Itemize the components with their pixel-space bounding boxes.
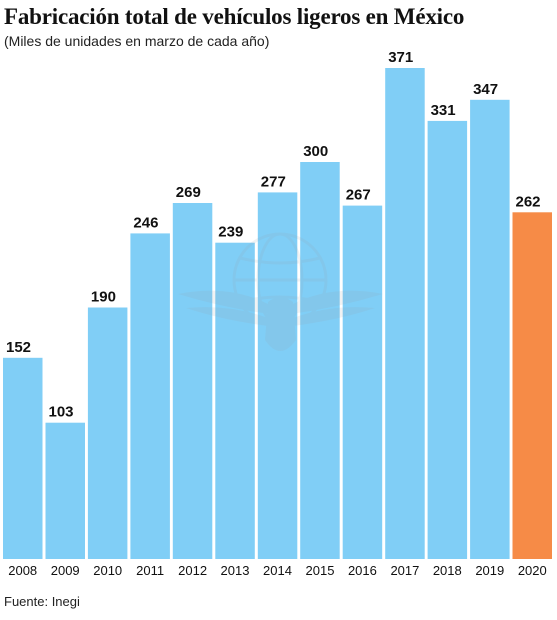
bar-2009 [45,422,85,559]
bar-2012 [172,203,213,559]
bar-2015 [300,162,340,559]
x-tick-label-2016: 2016 [348,563,377,578]
bar-value-label-2015: 300 [303,143,328,160]
bar-value-label-2014: 277 [261,173,286,190]
bar-2017 [385,68,425,559]
bar-value-label-2011: 246 [133,214,158,231]
bar-value-label-2019: 347 [473,81,498,98]
bar-2018 [427,120,468,560]
x-tick-label-2019: 2019 [475,563,504,578]
bar-value-label-2020: 262 [516,193,541,210]
x-tick-label-2012: 2012 [178,563,207,578]
bar-value-label-2018: 331 [431,102,456,119]
bar-value-label-2016: 267 [346,187,371,204]
bar-value-label-2013: 239 [218,224,243,241]
bar-value-label-2009: 103 [49,404,74,421]
x-tick-label-2013: 2013 [221,563,250,578]
bar-2016 [342,205,383,559]
x-tick-label-2011: 2011 [136,563,164,578]
bar-2008 [3,357,43,559]
bar-value-label-2008: 152 [6,339,31,356]
x-tick-label-2017: 2017 [390,563,419,578]
bar-2014 [257,192,298,559]
bar-2020 [512,212,552,560]
bar-value-label-2010: 190 [91,289,116,306]
x-tick-label-2020: 2020 [518,563,547,578]
bar-value-label-2017: 371 [388,49,413,66]
bar-2011 [130,233,170,559]
x-tick-label-2009: 2009 [51,563,80,578]
x-tick-label-2008: 2008 [8,563,37,578]
chart-title: Fabricación total de vehículos ligeros e… [4,4,465,29]
bar-2019 [470,99,510,560]
x-tick-label-2018: 2018 [433,563,462,578]
bar-2010 [87,307,128,559]
bar-2013 [215,242,255,559]
bar-value-label-2012: 269 [176,184,201,201]
source-note: Fuente: Inegi [4,594,80,609]
chart-subtitle: (Miles de unidades en marzo de cada año) [4,33,270,49]
x-tick-label-2010: 2010 [93,563,122,578]
x-tick-label-2015: 2015 [306,563,335,578]
bar-chart: 152 2008 103 2009 190 2010 246 2011 269 2012 239 20… [3,49,552,578]
x-tick-label-2014: 2014 [263,563,292,578]
